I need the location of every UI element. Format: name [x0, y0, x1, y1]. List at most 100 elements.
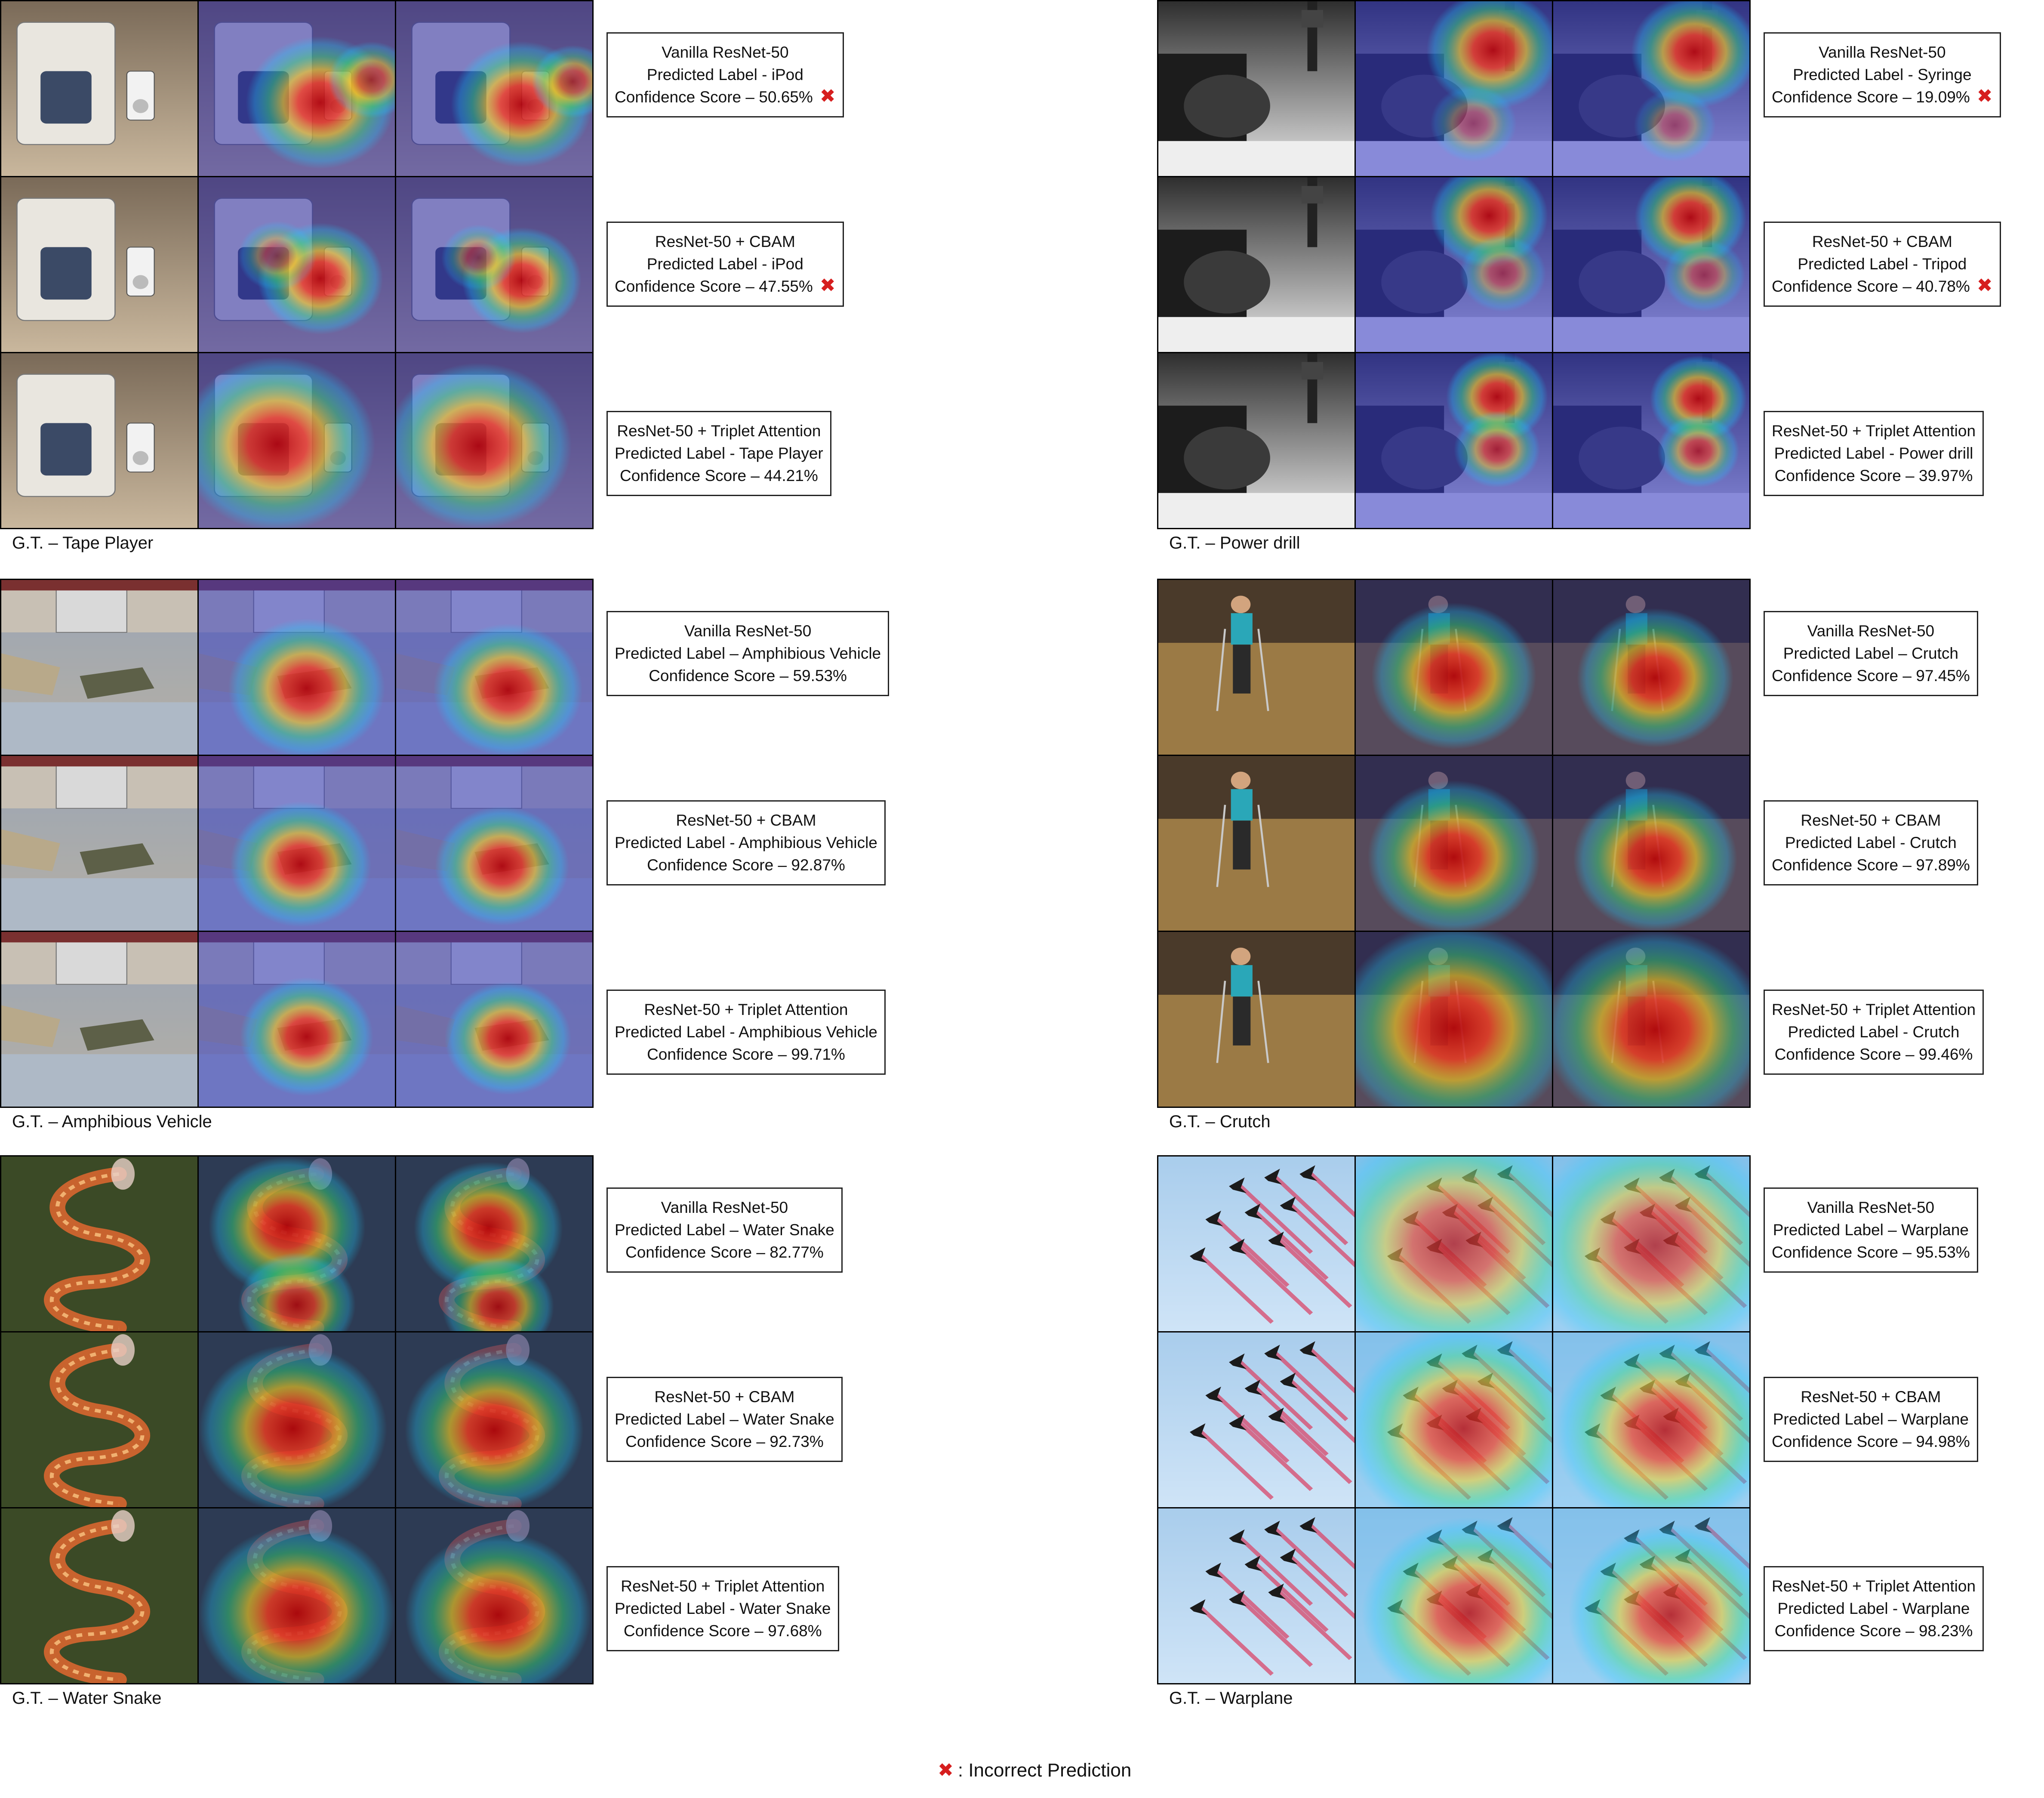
heatmap-hotspot — [444, 982, 572, 1095]
gradcam-heatmap-alt-row-2 — [1553, 756, 1749, 931]
heatmap-hotspot — [238, 1252, 356, 1331]
model-name: ResNet-50 + CBAM — [1801, 811, 1941, 829]
predicted-label: Predicted Label - Crutch — [1785, 834, 1957, 851]
confidence-score: Confidence Score – 99.71% — [647, 1045, 845, 1063]
thumbnail — [1356, 177, 1552, 352]
predicted-label: Predicted Label – Warplane — [1773, 1410, 1969, 1428]
thumbnail — [1356, 932, 1552, 1107]
heatmap-hotspot — [435, 806, 569, 926]
gradcam-heatmap-alt-row-3 — [1553, 1508, 1749, 1683]
thumbnail — [396, 177, 592, 352]
gradcam-heatmap-alt-row-3 — [1553, 353, 1749, 528]
heatmap-hotspot — [396, 363, 572, 528]
gradcam-heatmap-alt-row-1 — [396, 1157, 592, 1331]
confidence-score: Confidence Score – 97.89% — [1772, 856, 1970, 874]
incorrect-mark-icon: ✖ — [819, 275, 836, 296]
panel-crutch: Vanilla ResNet-50 Predicted Label – Crut… — [1157, 579, 2044, 1131]
image-grid — [1157, 579, 1751, 1108]
model-name: ResNet-50 + CBAM — [1812, 233, 1952, 250]
gradcam-heatmap-row-3 — [1356, 1508, 1552, 1683]
thumbnail — [199, 580, 395, 755]
thumbnail — [199, 932, 395, 1107]
heatmap-hotspot — [1553, 1332, 1749, 1507]
gradcam-heatmap-alt-row-3 — [1553, 932, 1749, 1107]
confidence-score: Confidence Score – 59.53% — [649, 667, 847, 685]
thumbnail — [396, 1332, 592, 1507]
heatmap-hotspot — [414, 1162, 563, 1295]
predicted-label: Predicted Label – Water Snake — [615, 1221, 834, 1239]
thumbnail — [396, 580, 592, 755]
photo-object — [1189, 1341, 1354, 1500]
heatmap-hotspot — [441, 224, 516, 291]
gradcam-heatmap-alt-row-3 — [396, 932, 592, 1107]
photo-object — [1189, 1517, 1354, 1676]
thumbnail — [199, 1157, 395, 1331]
input-image-row-2 — [1158, 756, 1354, 931]
photo-object — [1158, 1, 1354, 176]
model-name: Vanilla ResNet-50 — [1807, 1199, 1935, 1216]
thumbnail — [396, 1, 592, 176]
heatmap-hotspot — [238, 221, 317, 291]
thumbnail — [1, 932, 197, 1107]
model-name: ResNet-50 + CBAM — [1801, 1388, 1941, 1406]
gradcam-heatmap-alt-row-3 — [396, 353, 592, 528]
input-image-row-1 — [1158, 1, 1354, 176]
model-name: Vanilla ResNet-50 — [1807, 622, 1935, 640]
heatmap-hotspot — [442, 1257, 554, 1331]
panel-warplane: Vanilla ResNet-50 Predicted Label – Warp… — [1157, 1155, 2044, 1708]
heatmap-hotspot — [1631, 1, 1749, 108]
thumbnail — [1, 1508, 197, 1683]
input-image-row-1 — [1158, 1157, 1354, 1331]
gradcam-heatmap-row-1 — [199, 1157, 395, 1331]
confidence-score: Confidence Score – 19.09% — [1772, 88, 1970, 106]
thumbnail — [1, 1, 197, 176]
input-image-row-1 — [1, 1, 197, 176]
input-image-row-3 — [1158, 1508, 1354, 1683]
predicted-label: Predicted Label - iPod — [646, 255, 803, 273]
thumbnail — [1553, 177, 1749, 352]
thumbnail — [1553, 353, 1749, 528]
ground-truth-label: G.T. – Tape Player — [12, 534, 154, 552]
thumbnail — [1158, 756, 1354, 931]
gradcam-heatmap-alt-row-2 — [1553, 177, 1749, 352]
photo-object — [1158, 353, 1354, 528]
photo-object — [1189, 1165, 1354, 1324]
panel-tape-player: Vanilla ResNet-50 Predicted Label - iPod… — [0, 0, 925, 552]
thumbnail — [1158, 1508, 1354, 1683]
heatmap-hotspot — [1430, 85, 1517, 162]
model-name: ResNet-50 + CBAM — [676, 811, 816, 829]
heatmap-hotspot — [1454, 410, 1540, 488]
prediction-box-vanilla: Vanilla ResNet-50 Predicted Label – Wate… — [606, 1187, 843, 1273]
image-grid — [0, 1155, 594, 1684]
prediction-box-triplet: ResNet-50 + Triplet Attention Predicted … — [1764, 1566, 1984, 1651]
gradcam-heatmap-row-3 — [1356, 353, 1552, 528]
predicted-label: Predicted Label - Amphibious Vehicle — [615, 834, 877, 851]
heatmap-hotspot — [1573, 786, 1737, 931]
photo-object — [16, 197, 155, 321]
confidence-score: Confidence Score – 99.46% — [1774, 1045, 1973, 1063]
thumbnail — [1356, 756, 1552, 931]
thumbnail — [1553, 756, 1749, 931]
prediction-box-cbam: ResNet-50 + CBAM Predicted Label – Water… — [606, 1377, 843, 1462]
thumbnail — [1158, 580, 1354, 755]
thumbnail — [1, 353, 197, 528]
incorrect-mark-icon: ✖ — [1976, 86, 1993, 107]
heatmap-hotspot — [1367, 780, 1540, 931]
heatmap-hotspot — [1371, 602, 1536, 749]
input-image-row-2 — [1, 1332, 197, 1507]
model-name: ResNet-50 + Triplet Attention — [617, 422, 821, 440]
thumbnail — [1158, 932, 1354, 1107]
thumbnail — [1158, 1, 1354, 176]
gradcam-heatmap-alt-row-1 — [1553, 1157, 1749, 1331]
input-image-row-3 — [1, 1508, 197, 1683]
heatmap-hotspot — [1361, 1517, 1552, 1683]
thumbnail — [199, 1, 395, 176]
thumbnail — [1553, 1332, 1749, 1507]
confidence-score: Confidence Score – 97.68% — [623, 1622, 822, 1640]
photo-object — [16, 22, 155, 145]
heatmap-hotspot — [1356, 932, 1552, 1107]
prediction-box-cbam: ResNet-50 + CBAM Predicted Label - Crutc… — [1764, 800, 1978, 885]
image-grid — [0, 579, 594, 1108]
heatmap-hotspot — [1657, 414, 1739, 488]
gradcam-heatmap-alt-row-2 — [396, 756, 592, 931]
